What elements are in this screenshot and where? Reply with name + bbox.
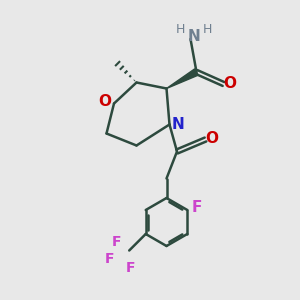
Text: N: N xyxy=(188,28,200,44)
Polygon shape xyxy=(167,69,198,88)
Text: F: F xyxy=(126,262,136,275)
Text: H: H xyxy=(203,23,213,36)
Text: O: O xyxy=(98,94,112,110)
Text: H: H xyxy=(175,23,185,36)
Text: O: O xyxy=(206,130,219,146)
Text: O: O xyxy=(224,76,237,92)
Text: N: N xyxy=(172,117,184,132)
Text: F: F xyxy=(112,235,122,249)
Text: F: F xyxy=(192,200,202,215)
Text: F: F xyxy=(105,252,115,266)
